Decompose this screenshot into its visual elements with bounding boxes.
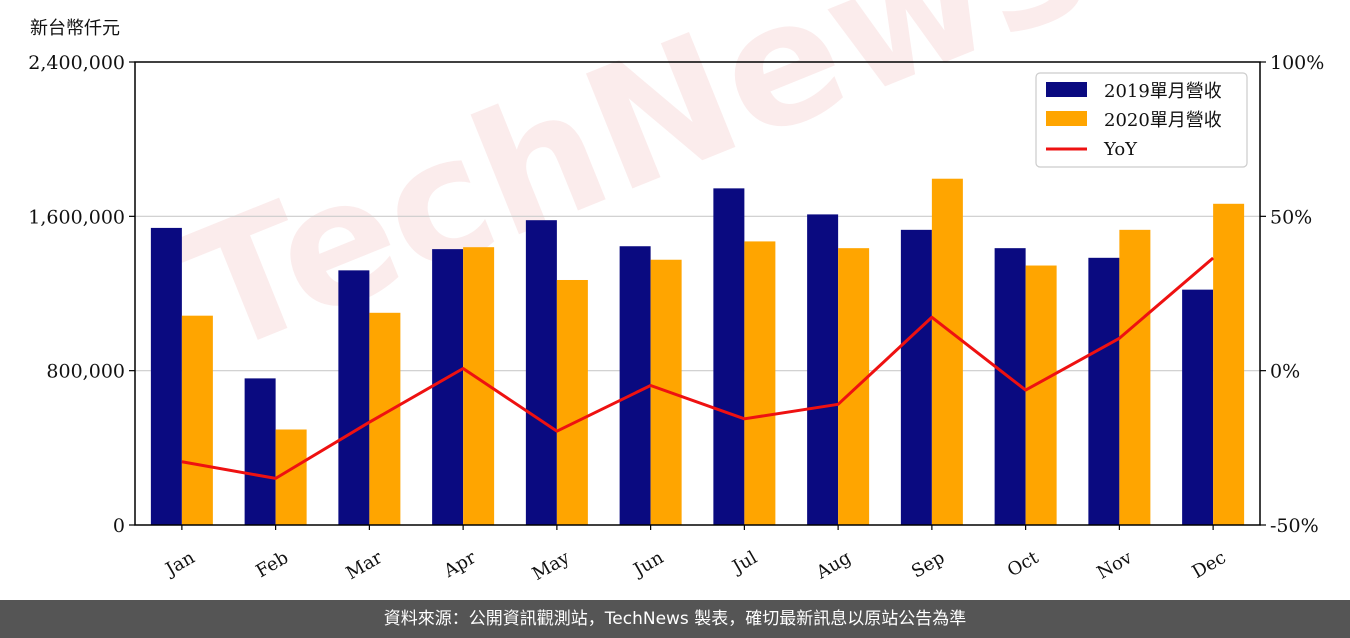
x-tick-label: Jun [629, 547, 668, 582]
bar-2020-may [556, 279, 588, 525]
bar-2019-jan [150, 227, 182, 526]
legend-box [1035, 72, 1248, 168]
legend-label-yoy: YoY [1103, 139, 1138, 160]
y-axis-unit-label: 新台幣仟元 [30, 18, 120, 39]
yoy-line [181, 256, 1215, 480]
y2-tick-label: 50% [1270, 206, 1312, 228]
bar-2019-jul [713, 188, 745, 525]
x-tick-label: Nov [1094, 547, 1137, 584]
x-tick-label: Jul [727, 547, 761, 579]
bar-2020-jul [744, 241, 776, 525]
x-tick-label: Oct [1004, 547, 1043, 582]
y2-tick-label: -50% [1270, 515, 1319, 537]
legend-swatch-2020 [1046, 111, 1087, 126]
y-tick-label: 0 [113, 515, 125, 537]
x-tick-label: Aug [812, 547, 855, 584]
bar-2019-aug [807, 214, 839, 525]
revenue-chart: 0 800,000 1,600,000 2,400,000 -50% 0% 50% 100% J… [28, 52, 1324, 585]
bar-2020-aug [838, 248, 870, 525]
bar-2019-may [525, 220, 557, 526]
y-tick-label: 2,400,000 [28, 52, 125, 74]
bar-2020-jan [181, 315, 213, 525]
x-tick-label: Apr [440, 547, 480, 582]
bar-2020-dec [1213, 203, 1245, 525]
x-tick-label: Mar [343, 547, 387, 584]
bar-2019-nov [1088, 257, 1120, 525]
bar-2019-feb [244, 378, 276, 525]
bar-2019-dec [1182, 289, 1214, 525]
y2-tick-label: 100% [1270, 52, 1324, 74]
y-tick-label: 800,000 [46, 361, 125, 383]
bar-2019-apr [432, 249, 464, 526]
x-tick-label: Sep [908, 547, 948, 582]
bar-2020-feb [275, 429, 307, 525]
y2-tick-label: 0% [1270, 361, 1300, 383]
bar-2020-oct [1025, 265, 1057, 525]
bar-2019-mar [338, 270, 370, 525]
x-tick-label: Feb [252, 547, 292, 582]
x-tick-label: Jan [161, 547, 199, 581]
bar-2019-sep [900, 229, 932, 525]
legend-label-2020: 2020單月營收 [1104, 110, 1222, 131]
source-footer: 資料來源：公開資訊觀測站，TechNews 製表，確切最新訊息以原站公告為準 [0, 600, 1350, 638]
y-tick-label: 1,600,000 [28, 206, 125, 228]
x-tick-label: Dec [1189, 547, 1230, 583]
plot-frame [134, 61, 1261, 526]
bar-2020-sep [931, 178, 963, 525]
x-tick-label: May [529, 547, 574, 585]
legend-swatch-2019 [1046, 82, 1087, 97]
bar-2019-jun [619, 246, 651, 525]
legend-label-2019: 2019單月營收 [1104, 81, 1222, 102]
bar-2020-nov [1119, 229, 1151, 525]
